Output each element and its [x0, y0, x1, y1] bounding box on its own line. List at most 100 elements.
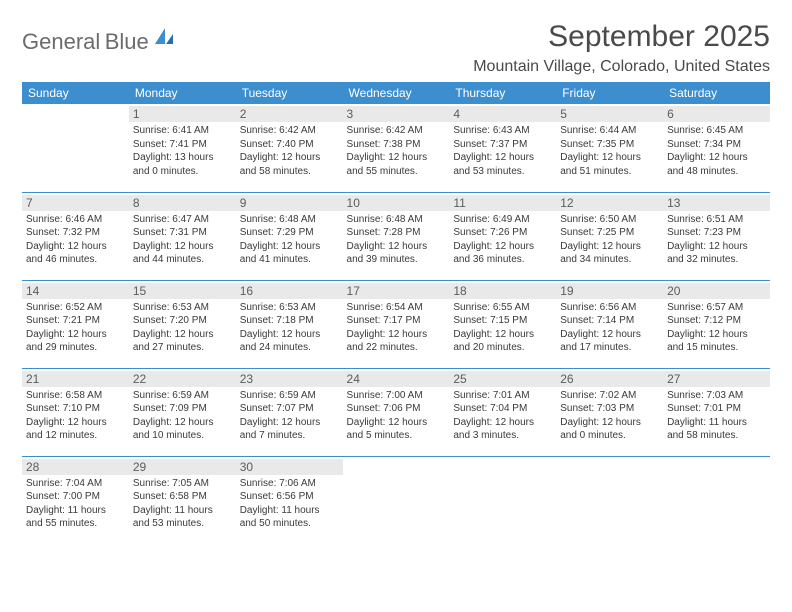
day-number: 28: [22, 459, 129, 475]
calendar-cell: 7Sunrise: 6:46 AMSunset: 7:32 PMDaylight…: [22, 192, 129, 280]
cell-body: Sunrise: 7:06 AMSunset: 6:56 PMDaylight:…: [240, 477, 339, 531]
cell-body: Sunrise: 7:03 AMSunset: 7:01 PMDaylight:…: [667, 389, 766, 443]
day-number: 7: [22, 195, 129, 211]
sunset-line: Sunset: 7:35 PM: [560, 138, 659, 152]
sunset-line: Sunset: 7:01 PM: [667, 402, 766, 416]
sunset-line: Sunset: 7:34 PM: [667, 138, 766, 152]
weekday-header: Tuesday: [236, 82, 343, 104]
sunset-line: Sunset: 7:37 PM: [453, 138, 552, 152]
sunrise-line: Sunrise: 6:50 AM: [560, 213, 659, 227]
calendar-cell: 22 Sunrise: 6:59 AMSunset: 7:09 PMDayligh…: [129, 368, 236, 456]
sunset-line: Sunset: 7:17 PM: [347, 314, 446, 328]
daylight-line: Daylight: 12 hours and 20 minutes.: [453, 328, 552, 355]
daylight-line: Daylight: 11 hours and 53 minutes.: [133, 504, 232, 531]
day-number: 22: [129, 371, 236, 387]
calendar-cell: 26Sunrise: 7:02 AMSunset: 7:03 PMDayligh…: [556, 368, 663, 456]
title-block: September 2025 Mountain Village, Colorad…: [473, 20, 770, 76]
daylight-line: Daylight: 12 hours and 51 minutes.: [560, 151, 659, 178]
calendar-cell: 17Sunrise: 6:54 AMSunset: 7:17 PMDayligh…: [343, 280, 450, 368]
calendar-row: 14 Sunrise: 6:52 AMSunset: 7:21 PMDayligh…: [22, 280, 770, 368]
calendar-cell: 1Sunrise: 6:41 AMSunset: 7:41 PMDaylight…: [129, 104, 236, 192]
sunset-line: Sunset: 7:18 PM: [240, 314, 339, 328]
daylight-line: Daylight: 12 hours and 58 minutes.: [240, 151, 339, 178]
cell-body: Sunrise: 6:45 AMSunset: 7:34 PMDaylight:…: [667, 124, 766, 178]
day-number: 4: [449, 106, 556, 122]
sunrise-line: Sunrise: 6:51 AM: [667, 213, 766, 227]
daylight-line: Daylight: 11 hours and 58 minutes.: [667, 416, 766, 443]
calendar-cell: .: [449, 456, 556, 544]
cell-body: Sunrise: 7:01 AMSunset: 7:04 PMDaylight:…: [453, 389, 552, 443]
header: General Blue September 2025 Mountain Vil…: [22, 20, 770, 76]
sunset-line: Sunset: 7:06 PM: [347, 402, 446, 416]
cell-body: Sunrise: 6:41 AMSunset: 7:41 PMDaylight:…: [133, 124, 232, 178]
sail-icon: [153, 26, 175, 53]
sunrise-line: Sunrise: 6:53 AM: [240, 301, 339, 315]
sunset-line: Sunset: 7:12 PM: [667, 314, 766, 328]
day-number: 10: [343, 195, 450, 211]
sunset-line: Sunset: 7:40 PM: [240, 138, 339, 152]
calendar-cell: 5Sunrise: 6:44 AMSunset: 7:35 PMDaylight…: [556, 104, 663, 192]
calendar-cell: 14 Sunrise: 6:52 AMSunset: 7:21 PMDayligh…: [22, 280, 129, 368]
sunset-line: Sunset: 7:00 PM: [26, 490, 125, 504]
sunset-line: Sunset: 7:32 PM: [26, 226, 125, 240]
calendar-row: .1Sunrise: 6:41 AMSunset: 7:41 PMDayligh…: [22, 104, 770, 192]
cell-body: Sunrise: 7:04 AMSunset: 7:00 PMDaylight:…: [26, 477, 125, 531]
cell-body: Sunrise: 6:59 AMSunset: 7:09 PMDaylight:…: [133, 389, 232, 443]
weekday-header: Wednesday: [343, 82, 450, 104]
day-number: 27: [663, 371, 770, 387]
day-number: 11: [449, 195, 556, 211]
day-number: 30: [236, 459, 343, 475]
day-number: 12: [556, 195, 663, 211]
cell-body: Sunrise: 6:53 AMSunset: 7:20 PMDaylight:…: [133, 301, 232, 355]
calendar-cell: 8Sunrise: 6:47 AMSunset: 7:31 PMDaylight…: [129, 192, 236, 280]
cell-body: Sunrise: 6:47 AMSunset: 7:31 PMDaylight:…: [133, 213, 232, 267]
calendar-cell: 15Sunrise: 6:53 AMSunset: 7:20 PMDayligh…: [129, 280, 236, 368]
daylight-line: Daylight: 12 hours and 24 minutes.: [240, 328, 339, 355]
location-subtitle: Mountain Village, Colorado, United State…: [473, 58, 770, 76]
weekday-header: Saturday: [663, 82, 770, 104]
day-number: 21: [22, 371, 129, 387]
calendar-cell: 11Sunrise: 6:49 AMSunset: 7:26 PMDayligh…: [449, 192, 556, 280]
calendar-cell: 20Sunrise: 6:57 AMSunset: 7:12 PMDayligh…: [663, 280, 770, 368]
daylight-line: Daylight: 12 hours and 17 minutes.: [560, 328, 659, 355]
sunrise-line: Sunrise: 7:04 AM: [26, 477, 125, 491]
day-number: 23: [236, 371, 343, 387]
day-number: 26: [556, 371, 663, 387]
cell-body: Sunrise: 6:43 AMSunset: 7:37 PMDaylight:…: [453, 124, 552, 178]
calendar-cell: 25Sunrise: 7:01 AMSunset: 7:04 PMDayligh…: [449, 368, 556, 456]
daylight-line: Daylight: 12 hours and 12 minutes.: [26, 416, 125, 443]
day-number: 29: [129, 459, 236, 475]
calendar-cell: 28 Sunrise: 7:04 AMSunset: 7:00 PMDayligh…: [22, 456, 129, 544]
daylight-line: Daylight: 12 hours and 46 minutes.: [26, 240, 125, 267]
day-number: 13: [663, 195, 770, 211]
day-number: 3: [343, 106, 450, 122]
calendar-cell: 18Sunrise: 6:55 AMSunset: 7:15 PMDayligh…: [449, 280, 556, 368]
cell-body: Sunrise: 6:56 AMSunset: 7:14 PMDaylight:…: [560, 301, 659, 355]
sunset-line: Sunset: 7:38 PM: [347, 138, 446, 152]
sunset-line: Sunset: 6:58 PM: [133, 490, 232, 504]
sunrise-line: Sunrise: 6:43 AM: [453, 124, 552, 138]
cell-body: Sunrise: 6:52 AMSunset: 7:21 PMDaylight:…: [26, 301, 125, 355]
calendar-row: 21Sunrise: 6:58 AMSunset: 7:10 PMDayligh…: [22, 368, 770, 456]
daylight-line: Daylight: 12 hours and 10 minutes.: [133, 416, 232, 443]
sunrise-line: Sunrise: 7:02 AM: [560, 389, 659, 403]
sunrise-line: Sunrise: 6:55 AM: [453, 301, 552, 315]
cell-body: Sunrise: 6:48 AMSunset: 7:28 PMDaylight:…: [347, 213, 446, 267]
sunset-line: Sunset: 7:21 PM: [26, 314, 125, 328]
calendar-cell: 2Sunrise: 6:42 AMSunset: 7:40 PMDaylight…: [236, 104, 343, 192]
daylight-line: Daylight: 12 hours and 55 minutes.: [347, 151, 446, 178]
calendar-cell: .: [556, 456, 663, 544]
daylight-line: Daylight: 12 hours and 5 minutes.: [347, 416, 446, 443]
calendar-cell: 13 Sunrise: 6:51 AMSunset: 7:23 PMDayligh…: [663, 192, 770, 280]
sunset-line: Sunset: 7:26 PM: [453, 226, 552, 240]
weekday-header: Sunday: [22, 82, 129, 104]
day-number: 14: [22, 283, 129, 299]
daylight-line: Daylight: 12 hours and 36 minutes.: [453, 240, 552, 267]
sunrise-line: Sunrise: 6:45 AM: [667, 124, 766, 138]
cell-body: Sunrise: 6:51 AMSunset: 7:23 PMDaylight:…: [667, 213, 766, 267]
sunrise-line: Sunrise: 7:01 AM: [453, 389, 552, 403]
calendar-cell: 21Sunrise: 6:58 AMSunset: 7:10 PMDayligh…: [22, 368, 129, 456]
sunrise-line: Sunrise: 7:00 AM: [347, 389, 446, 403]
daylight-line: Daylight: 12 hours and 44 minutes.: [133, 240, 232, 267]
sunset-line: Sunset: 7:31 PM: [133, 226, 232, 240]
